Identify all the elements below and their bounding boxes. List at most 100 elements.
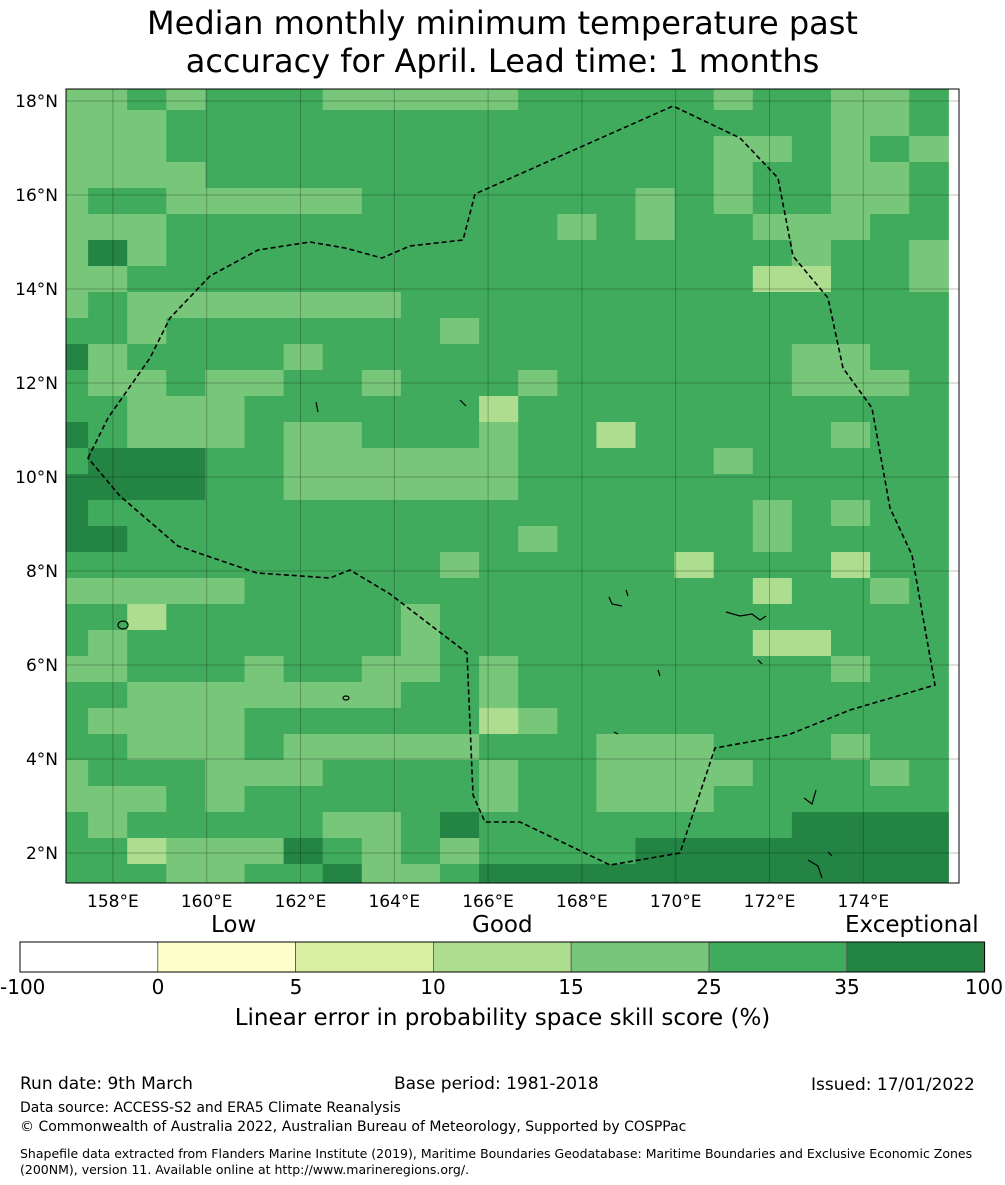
grid-cell (361, 760, 402, 787)
grid-cell (166, 812, 206, 839)
category-low: Low (211, 912, 257, 938)
grid-cell (870, 448, 910, 475)
grid-cell (557, 422, 597, 449)
grid-cell (166, 916, 206, 943)
grid-cell (596, 812, 637, 839)
grid-cell (713, 630, 754, 657)
grid-cell (791, 864, 832, 883)
grid-cell (752, 656, 793, 683)
grid-cell (557, 448, 597, 475)
grid-cell (674, 760, 715, 787)
grid-cell (518, 994, 558, 1000)
grid-cell (362, 916, 402, 943)
grid-cell (440, 448, 480, 475)
grid-cell (713, 292, 754, 319)
grid-cell (127, 656, 167, 683)
grid-cell (791, 240, 832, 267)
grid-cell (909, 838, 949, 865)
grid-cell (831, 266, 871, 293)
grid-cell (831, 110, 871, 137)
grid-cell (88, 994, 128, 1000)
grid-cell (714, 916, 754, 943)
grid-cell (66, 760, 89, 787)
grid-cell (127, 812, 167, 839)
grid-cell (596, 994, 636, 1000)
grid-cell (361, 474, 402, 501)
grid-cell (518, 552, 558, 579)
grid-cell (244, 500, 285, 527)
grid-cell (66, 89, 89, 111)
grid-cell (479, 110, 519, 137)
grid-cell (361, 786, 402, 813)
grid-cell (479, 422, 519, 449)
grid-cell (596, 500, 637, 527)
grid-cell (127, 682, 167, 709)
map-title: Median monthly minimum temperature past … (0, 4, 1005, 80)
grid-cell (479, 89, 519, 111)
grid-cell (400, 656, 441, 683)
grid-cell (636, 994, 676, 1000)
grid-cell (713, 422, 754, 449)
grid-cell (66, 188, 89, 215)
grid-cell (166, 292, 206, 319)
grid-cell (440, 422, 480, 449)
grid-cell (635, 292, 676, 319)
grid-cell (205, 344, 246, 371)
grid-cell (283, 240, 324, 267)
grid-cell (831, 552, 871, 579)
grid-cell (635, 604, 676, 631)
grid-cell (244, 656, 285, 683)
grid-cell (440, 240, 480, 267)
grid-cell (283, 838, 324, 865)
grid-cell (713, 760, 754, 787)
grid-cell (479, 656, 519, 683)
grid-cell (479, 214, 519, 241)
grid-cell (166, 136, 206, 163)
grid-cell (322, 630, 363, 657)
grid-cell (166, 89, 206, 111)
grid-cell (518, 240, 558, 267)
grid-cell (713, 162, 754, 189)
longitude-label: 172°E (744, 892, 796, 912)
grid-cell (66, 500, 89, 527)
grid-cell (88, 214, 128, 241)
grid-cell (674, 734, 715, 761)
grid-cell (440, 708, 480, 735)
grid-cell (283, 864, 324, 883)
grid-cell (791, 89, 832, 111)
grid-cell (361, 89, 402, 111)
grid-cell (88, 188, 128, 215)
grid-cell (791, 838, 832, 865)
grid-cell (322, 708, 363, 735)
grid-cell (322, 604, 363, 631)
grid-cell (713, 526, 754, 553)
grid-cell (205, 188, 246, 215)
longitude-labels: 158°E 160°E 162°E 164°E 166°E 168°E 170°E 172°E… (87, 892, 889, 912)
grid-cell (88, 292, 128, 319)
grid-cell (557, 188, 597, 215)
grid-cell (283, 500, 324, 527)
grid-cell (283, 214, 324, 241)
grid-cell (322, 526, 363, 553)
grid-cell (440, 266, 480, 293)
grid-cell (127, 292, 167, 319)
grid-cell (283, 266, 324, 293)
grid-cell (361, 656, 402, 683)
latitude-label: 8°N (26, 562, 58, 582)
grid-cell (66, 266, 89, 293)
grid-cell (713, 656, 754, 683)
grid-cell (557, 578, 597, 605)
grid-cell (752, 578, 793, 605)
grid-cell (88, 604, 128, 631)
grid-cell (205, 526, 246, 553)
grid-cell (791, 526, 832, 553)
grid-cell (518, 578, 558, 605)
grid-cell (323, 994, 363, 1000)
grid-cell (479, 734, 519, 761)
grid-cell (713, 708, 754, 735)
grid-cell (557, 916, 597, 943)
grid-cell (244, 110, 285, 137)
grid-cell (400, 500, 441, 527)
grid-cell (440, 656, 480, 683)
grid-cell (322, 89, 363, 111)
